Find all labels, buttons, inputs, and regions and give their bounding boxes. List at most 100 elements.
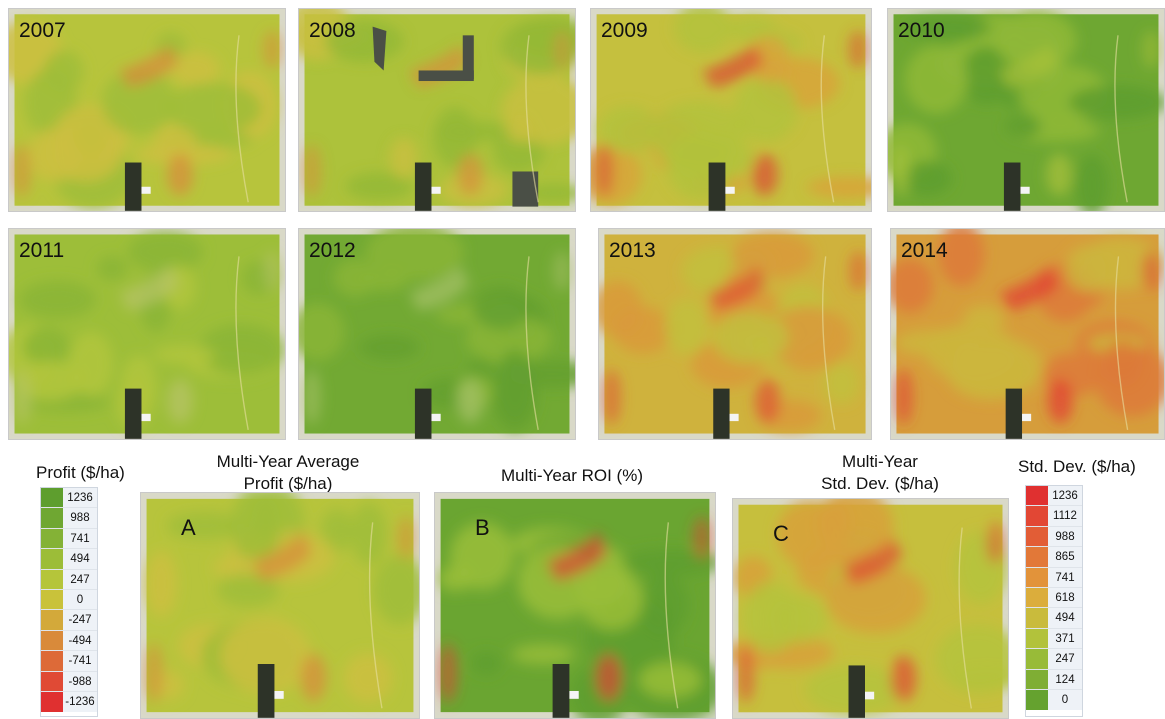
legend-swatch bbox=[1026, 608, 1048, 628]
legend-value: -988 bbox=[63, 671, 97, 691]
map-2014: 2014 bbox=[890, 228, 1165, 440]
legend-swatch bbox=[41, 671, 63, 691]
summary-caption-b: Multi-Year ROI (%) bbox=[452, 465, 692, 487]
legend-item: 124 bbox=[1026, 669, 1082, 690]
legend-item: 988 bbox=[1026, 526, 1082, 548]
legend-item: 865 bbox=[1026, 547, 1082, 568]
caption-line: Multi-Year ROI (%) bbox=[500, 466, 643, 485]
stddev-legend-title: Std. Dev. ($/ha) bbox=[1018, 457, 1136, 476]
legend-value: 865 bbox=[1048, 547, 1082, 567]
map-year-label: 2010 bbox=[898, 19, 945, 42]
legend-item: 0 bbox=[41, 589, 97, 611]
legend-item: 1236 bbox=[1026, 486, 1082, 507]
caption-line: Multi-Year Average bbox=[216, 452, 360, 471]
legend-value: 618 bbox=[1048, 587, 1082, 608]
legend-value: 494 bbox=[1048, 608, 1082, 628]
legend-swatch bbox=[41, 610, 63, 630]
profit-legend-title: Profit ($/ha) bbox=[36, 463, 125, 482]
summary-caption-c: Multi-Year Std. Dev. ($/ha) bbox=[760, 451, 1000, 495]
legend-value: -494 bbox=[63, 630, 97, 651]
legend-value: 741 bbox=[1048, 567, 1082, 587]
legend-swatch bbox=[41, 589, 63, 610]
map-field-graphic bbox=[888, 9, 1164, 211]
caption-line: Profit ($/ha) bbox=[243, 474, 333, 493]
legend-swatch bbox=[1026, 689, 1048, 711]
map-field-graphic bbox=[591, 9, 871, 211]
legend-swatch bbox=[1026, 649, 1048, 669]
summary-caption-a: Multi-Year Average Profit ($/ha) bbox=[168, 451, 408, 495]
legend-swatch bbox=[1026, 506, 1048, 526]
legend-item: 741 bbox=[41, 528, 97, 550]
legend-value: 1112 bbox=[1048, 506, 1082, 526]
legend-item: 494 bbox=[41, 549, 97, 570]
map-year-label: 2007 bbox=[19, 19, 66, 42]
map-year-label: 2013 bbox=[609, 239, 656, 262]
legend-item: 371 bbox=[1026, 628, 1082, 650]
map-field-graphic bbox=[299, 9, 575, 211]
map-year-label: 2014 bbox=[901, 239, 948, 262]
legend-item: -494 bbox=[41, 630, 97, 652]
legend-swatch bbox=[1026, 486, 1048, 506]
map-field-graphic bbox=[891, 229, 1164, 439]
legend-value: 0 bbox=[63, 589, 97, 610]
map-field-graphic bbox=[435, 493, 715, 718]
map-field-graphic bbox=[599, 229, 871, 439]
legend-item: -247 bbox=[41, 610, 97, 631]
caption-line: Multi-Year bbox=[842, 452, 918, 471]
legend-item: 1236 bbox=[41, 488, 97, 509]
legend-item: 618 bbox=[1026, 587, 1082, 609]
legend-item: -1236 bbox=[41, 691, 97, 713]
legend-value: 741 bbox=[63, 528, 97, 549]
map-roi: B bbox=[434, 492, 716, 719]
legend-swatch bbox=[41, 488, 63, 508]
legend-swatch bbox=[41, 508, 63, 528]
legend-swatch bbox=[1026, 567, 1048, 587]
map-year-label: 2009 bbox=[601, 19, 648, 42]
map-field-graphic bbox=[9, 9, 285, 211]
map-year-label: 2011 bbox=[19, 239, 65, 262]
legend-item: -988 bbox=[41, 671, 97, 692]
map-letter-label: C bbox=[773, 521, 789, 546]
map-2008: 2008 bbox=[298, 8, 576, 212]
legend-swatch bbox=[41, 651, 63, 671]
map-2012: 2012 bbox=[298, 228, 576, 440]
map-2007: 2007 bbox=[8, 8, 286, 212]
map-year-label: 2008 bbox=[309, 19, 356, 42]
map-2013: 2013 bbox=[598, 228, 872, 440]
legend-swatch bbox=[41, 630, 63, 651]
map-field-graphic bbox=[299, 229, 575, 439]
legend-swatch bbox=[41, 691, 63, 713]
legend-value: 988 bbox=[63, 508, 97, 528]
legend-swatch bbox=[41, 528, 63, 549]
map-letter-label: B bbox=[475, 515, 490, 540]
map-year-label: 2012 bbox=[309, 239, 356, 262]
legend-swatch bbox=[41, 549, 63, 569]
map-2010: 2010 bbox=[887, 8, 1165, 212]
legend-value: 371 bbox=[1048, 628, 1082, 649]
map-2009: 2009 bbox=[590, 8, 872, 212]
legend-item: -741 bbox=[41, 651, 97, 672]
legend-value: 988 bbox=[1048, 526, 1082, 547]
legend-item: 0 bbox=[1026, 689, 1082, 711]
legend-item: 741 bbox=[1026, 567, 1082, 588]
stddev-legend: 1236 1112 988 865 741 618 494 371 247 124 0 bbox=[1025, 485, 1083, 717]
legend-item: 988 bbox=[41, 508, 97, 529]
legend-swatch bbox=[1026, 628, 1048, 649]
legend-value: 124 bbox=[1048, 669, 1082, 689]
map-stddev: C bbox=[732, 498, 1009, 719]
legend-value: -247 bbox=[63, 610, 97, 630]
legend-swatch bbox=[41, 569, 63, 589]
legend-swatch bbox=[1026, 547, 1048, 567]
profit-legend: 1236 988 741 494 247 0 -247 -494 -741 -988 -1236 bbox=[40, 487, 98, 717]
legend-value: 247 bbox=[1048, 649, 1082, 669]
legend-value: -741 bbox=[63, 651, 97, 671]
legend-swatch bbox=[1026, 587, 1048, 608]
legend-value: -1236 bbox=[63, 691, 97, 713]
map-average-profit: A bbox=[140, 492, 420, 719]
legend-item: 247 bbox=[41, 569, 97, 590]
legend-item: 247 bbox=[1026, 649, 1082, 670]
legend-value: 0 bbox=[1048, 689, 1082, 711]
legend-value: 1236 bbox=[1048, 486, 1082, 506]
map-letter-label: A bbox=[181, 515, 196, 540]
map-field-graphic bbox=[141, 493, 419, 718]
